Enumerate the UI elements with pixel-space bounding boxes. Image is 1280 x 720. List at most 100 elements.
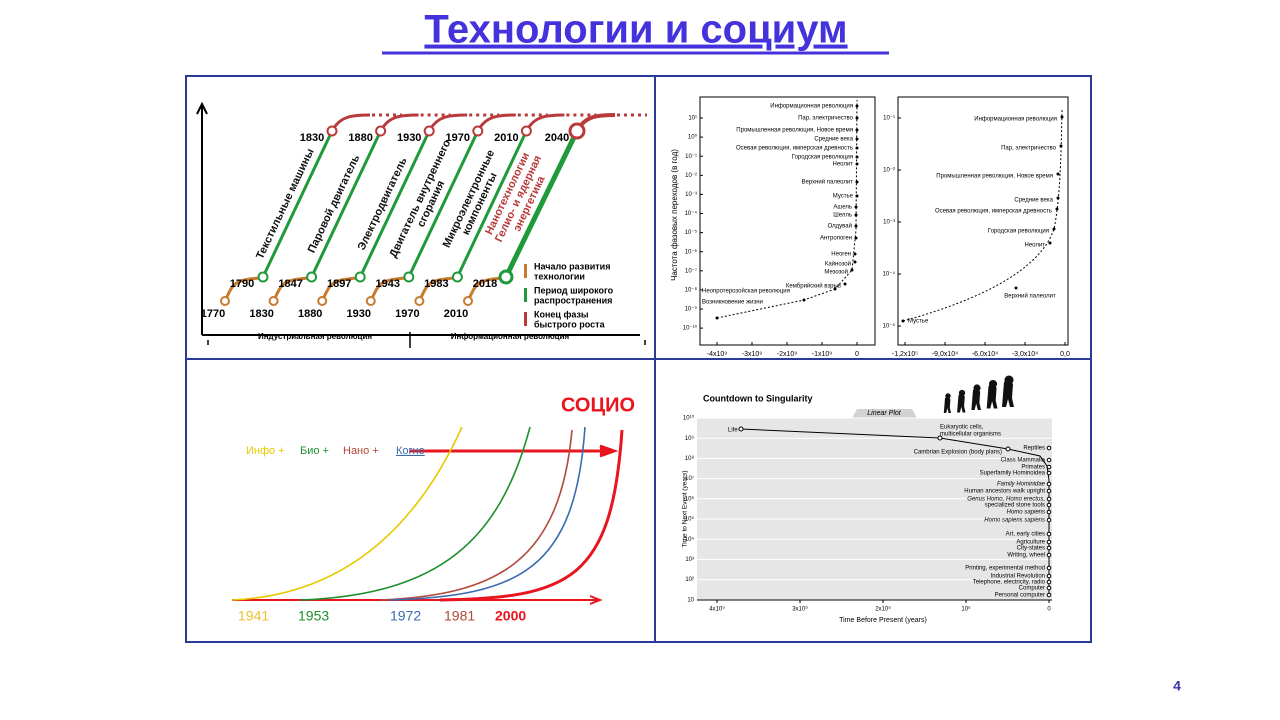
event-point <box>1046 464 1052 470</box>
silhouette <box>945 393 951 399</box>
event-point <box>1046 470 1052 476</box>
end-point <box>520 125 532 137</box>
event-point <box>1052 227 1056 231</box>
event-label: Human ancestors walk upright <box>964 489 1045 495</box>
event-label: Мустье <box>833 194 854 200</box>
event-label: Верхний палеолит <box>801 179 853 186</box>
event-label: Неолит <box>833 162 854 168</box>
slide-title: Технологии и социум <box>424 8 847 52</box>
legend-swatch <box>524 288 527 302</box>
event-label: Мезозой <box>824 269 848 276</box>
end-curve <box>476 113 516 132</box>
trend <box>902 109 1063 322</box>
event-point <box>1046 457 1052 463</box>
y-tick-label: 10⁻⁹ <box>685 306 698 313</box>
x-tick-label: -9,0x10⁴ <box>932 351 958 358</box>
plot-frame <box>699 96 876 346</box>
legend-label: технологии <box>534 271 585 281</box>
end-curve <box>379 113 419 132</box>
start-year: 1880 <box>298 308 322 320</box>
legend-swatch <box>524 312 527 326</box>
start-year: 1770 <box>201 308 225 320</box>
year-label: 2000 <box>495 608 526 624</box>
event-label: Пар, электричество <box>798 116 854 122</box>
legend-label: распространения <box>534 295 612 305</box>
y-tick-label: 10⁹ <box>685 435 695 442</box>
event-label: Agriculture <box>1016 540 1045 546</box>
curve <box>231 426 463 601</box>
x-tick-label: -3x10⁹ <box>742 351 763 358</box>
year-label: 1953 <box>298 608 329 624</box>
y-tick-label: 10⁻³ <box>685 192 697 198</box>
x-tick-label: -4x10⁹ <box>707 351 728 358</box>
end-year: 2040 <box>545 132 569 144</box>
curve <box>379 429 573 601</box>
event-point <box>855 162 859 166</box>
event-point <box>855 116 859 120</box>
x-tick-label: -1x10⁹ <box>812 351 833 358</box>
end-year: 1970 <box>446 132 470 144</box>
plot-area <box>697 418 1052 600</box>
y-tick-label: 10⁻⁶ <box>685 248 698 255</box>
event-point <box>854 224 858 228</box>
event-label: Кайнозой <box>825 261 851 268</box>
spread-point <box>354 271 366 283</box>
x-tick-label: 10⁹ <box>961 606 971 613</box>
y-tick-label: 10⁵ <box>685 516 695 523</box>
y-tick-label: 10⁰ <box>688 134 698 141</box>
start-point <box>268 296 279 306</box>
spread-year: 1790 <box>230 278 254 290</box>
end-point <box>568 122 586 140</box>
event-label: Промышленная революция, Новое время <box>936 174 1053 180</box>
start-year: 2010 <box>444 308 468 320</box>
tab <box>852 409 917 418</box>
start-year: 1970 <box>395 308 419 320</box>
era-bracket <box>207 332 646 348</box>
event-label: Art, early cities <box>1006 532 1045 538</box>
spread-point <box>451 271 463 283</box>
event-point <box>1014 286 1018 290</box>
y-tick-label: 10⁻⁵ <box>883 323 896 330</box>
event-label: Информационная революция <box>770 104 853 110</box>
x-tick-label: 4x10⁹ <box>709 606 725 613</box>
event-point <box>1046 539 1052 545</box>
event-label: Промышленная революция, Новое время <box>736 128 853 134</box>
era-label: Индустриальная революция <box>258 332 372 341</box>
event-point <box>855 137 859 141</box>
event-label: Шелль <box>833 213 852 219</box>
x-tick-label: -3,0x10⁴ <box>1012 351 1038 358</box>
axis <box>232 595 603 605</box>
event-label: Городская революция <box>988 229 1049 235</box>
spread-line <box>456 130 528 278</box>
event-point <box>738 426 744 432</box>
spread-year: 1983 <box>424 278 448 290</box>
spread-year: 1943 <box>376 278 400 290</box>
event-label: Personal computer <box>995 593 1045 599</box>
y-tick-label: 10⁸ <box>685 455 695 462</box>
event-label: Eukaryotic cells, <box>940 425 984 431</box>
y-tick-label: 10³ <box>685 557 694 563</box>
event-point <box>1046 496 1052 502</box>
end-point <box>423 125 435 137</box>
event-point <box>1046 531 1052 537</box>
start-point <box>220 296 230 306</box>
event-point <box>1046 509 1052 515</box>
end-point <box>326 125 338 137</box>
event-label: Возникновение жизни <box>702 300 763 306</box>
axis <box>196 101 208 335</box>
event-point <box>855 146 859 150</box>
event-point <box>1059 144 1063 148</box>
y-tick-label: 10⁻¹ <box>685 154 697 160</box>
event-label: Средние века <box>814 137 853 143</box>
end-year: 1830 <box>300 132 324 144</box>
event-label: Ашель <box>833 205 852 211</box>
spread-line <box>358 130 431 278</box>
end-year: 1930 <box>397 132 421 144</box>
y-tick-label: 10 <box>687 597 694 603</box>
event-label: Неоген <box>831 252 851 258</box>
curve <box>389 426 586 601</box>
event-point <box>1005 446 1011 452</box>
silhouette <box>1002 380 1014 407</box>
year-label: 1981 <box>444 608 475 624</box>
